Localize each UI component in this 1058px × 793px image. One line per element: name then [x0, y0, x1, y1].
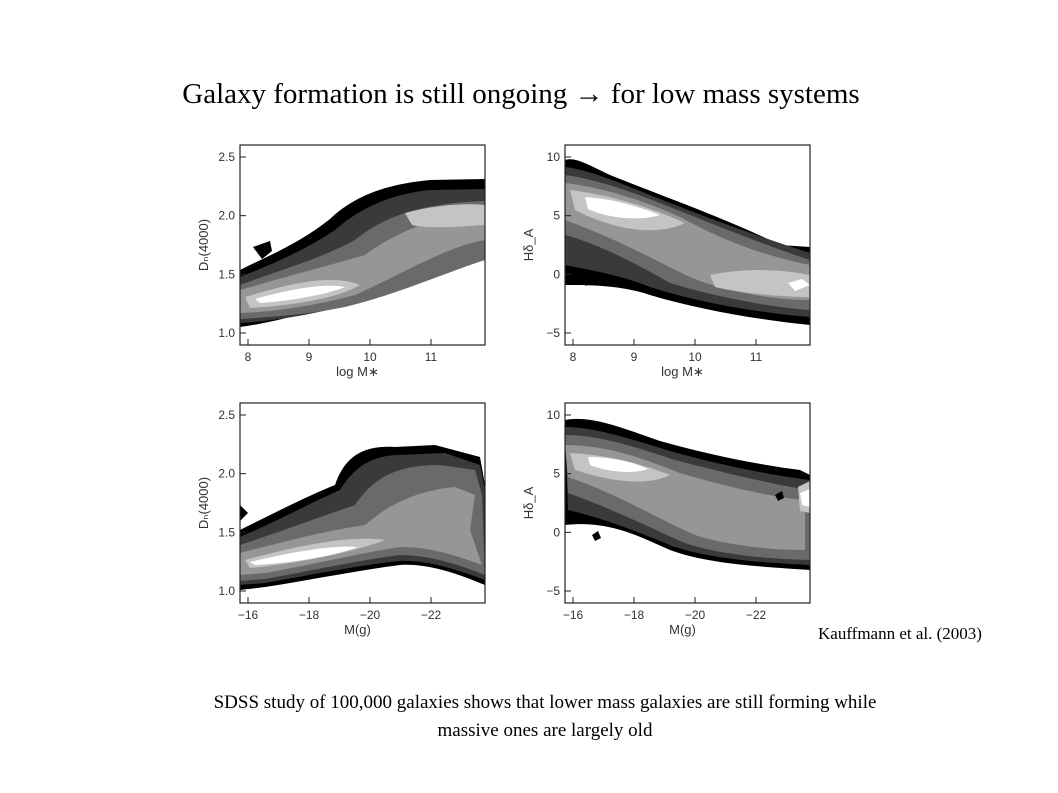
- y-tick-label: −5: [546, 326, 560, 340]
- x-tick-label: −20: [360, 608, 381, 622]
- y-tick-label: 0: [553, 525, 560, 539]
- x-tick-label: 9: [306, 350, 313, 364]
- panel-hdelta-vs-mg: [564, 402, 811, 604]
- contour-figure: 1.0 1.5 2.0 2.5 8 9 10 11 log M∗ Dₙ(4000) −5 0 5 10 8 9…: [190, 135, 830, 645]
- x-tick-label: −20: [685, 608, 706, 622]
- x-tick-label: 10: [363, 350, 377, 364]
- y-axis-title: Dₙ(4000): [196, 219, 211, 271]
- panel-dn4000-vs-mg: [239, 402, 486, 604]
- x-axis-title: log M∗: [336, 364, 379, 379]
- y-tick-label: 1.0: [218, 326, 235, 340]
- y-axis-title: Hδ_A: [521, 228, 536, 261]
- citation: Kauffmann et al. (2003): [818, 624, 982, 643]
- y-tick-label: 10: [547, 150, 561, 164]
- y-tick-label: 2.0: [218, 467, 235, 481]
- x-axis-title: M(g): [669, 622, 696, 637]
- y-tick-label: 1.0: [218, 584, 235, 598]
- panel-hdelta-vs-mass: [564, 144, 811, 346]
- contour-figure-svg: 1.0 1.5 2.0 2.5 8 9 10 11 log M∗ Dₙ(4000) −5 0 5 10 8 9…: [196, 144, 811, 637]
- y-tick-label: 5: [553, 467, 560, 481]
- contour-fill-a: [240, 179, 485, 327]
- x-tick-label: −18: [624, 608, 645, 622]
- x-tick-label: 11: [425, 350, 438, 364]
- axes-layer: 1.0 1.5 2.0 2.5 8 9 10 11 log M∗ Dₙ(4000) −5 0 5 10 8 9…: [196, 150, 767, 637]
- x-tick-label: −18: [299, 608, 320, 622]
- y-tick-label: −5: [546, 584, 560, 598]
- x-tick-label: −16: [563, 608, 584, 622]
- y-tick-label: 2.5: [218, 408, 235, 422]
- y-axis-title: Dₙ(4000): [196, 477, 211, 529]
- x-tick-label: 11: [750, 350, 763, 364]
- contour-fill-d: [565, 418, 810, 570]
- y-axis-title: Hδ_A: [521, 486, 536, 519]
- x-tick-label: 8: [570, 350, 577, 364]
- x-tick-label: −22: [421, 608, 442, 622]
- contour-fill-b: [565, 159, 810, 325]
- y-tick-label: 0: [553, 267, 560, 281]
- y-tick-label: 1.5: [218, 267, 235, 281]
- y-tick-label: 2.0: [218, 209, 235, 223]
- x-tick-label: 8: [245, 350, 252, 364]
- y-tick-label: 2.5: [218, 150, 235, 164]
- contour-fill-c: [240, 445, 485, 590]
- x-tick-label: −16: [238, 608, 259, 622]
- x-tick-label: −22: [746, 608, 767, 622]
- x-axis-title: log M∗: [661, 364, 704, 379]
- caption-line-1: SDSS study of 100,000 galaxies shows tha…: [213, 692, 877, 713]
- x-tick-label: 9: [631, 350, 638, 364]
- caption-line-2: massive ones are largely old: [437, 720, 653, 741]
- caption: SDSS study of 100,000 galaxies shows tha…: [0, 689, 1058, 745]
- x-tick-label: 10: [688, 350, 702, 364]
- y-tick-label: 1.5: [218, 525, 235, 539]
- panel-dn4000-vs-mass: [239, 144, 486, 346]
- y-tick-label: 10: [547, 408, 561, 422]
- x-axis-title: M(g): [344, 622, 371, 637]
- y-tick-label: 5: [553, 209, 560, 223]
- slide-title: Galaxy formation is still ongoing → for …: [182, 78, 860, 110]
